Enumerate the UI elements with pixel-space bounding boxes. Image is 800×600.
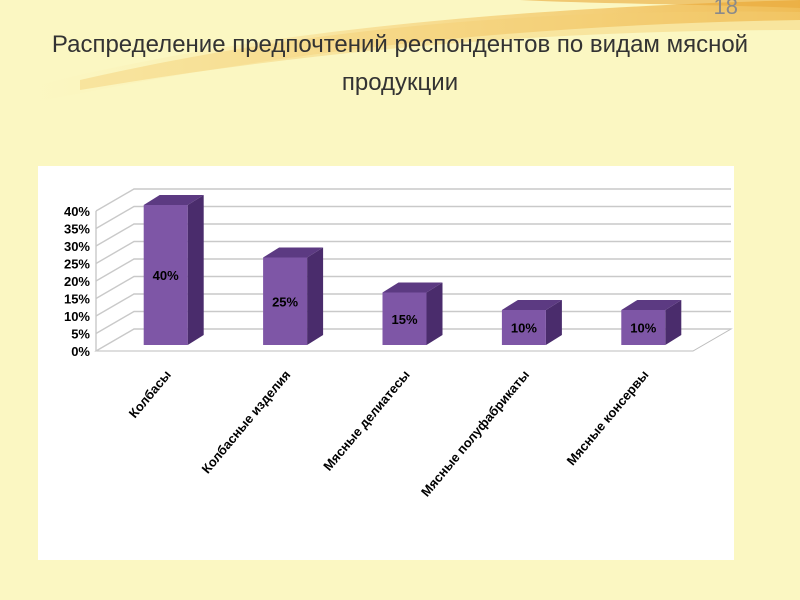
bar: 10% [621, 300, 682, 345]
bar-top [621, 300, 682, 310]
bar: 15% [382, 282, 443, 345]
bar-front [143, 205, 188, 345]
bar-data-label: 10% [630, 321, 656, 336]
y-tick-label: 10% [64, 309, 90, 324]
bar-top [382, 282, 443, 293]
x-axis: Колбасы Колбасные изделия Мясные делиатесы… [126, 367, 652, 499]
slide-number: 18 [713, 0, 738, 19]
bar-data-label: 10% [511, 321, 537, 336]
bar: 25% [263, 247, 324, 345]
y-axis: 0% 5% 10% 15% 20% 25% 30% 35% 40% [64, 204, 90, 359]
y-tick-label: 15% [64, 292, 90, 307]
chart-panel: 0% 5% 10% 15% 20% 25% 30% 35% 40% 40% 25% 15% 10% 10… [38, 166, 734, 560]
y-tick-label: 20% [64, 274, 90, 289]
bar-side [665, 300, 682, 345]
gridline [95, 258, 731, 282]
bar: 10% [501, 300, 562, 345]
x-category-label: Мясные полуфабрикаты [418, 367, 532, 499]
bar-side [426, 282, 443, 345]
x-category-label: Мясные консервы [564, 367, 652, 468]
y-tick-label: 5% [71, 327, 90, 342]
x-category-label: Колбасы [126, 367, 174, 420]
gridline [95, 240, 731, 265]
bar-data-label: 25% [272, 294, 298, 309]
bar-front [382, 292, 427, 345]
y-tick-label: 30% [64, 239, 90, 254]
bar-top [143, 195, 204, 205]
bar-front [501, 310, 546, 345]
y-tick-label: 25% [64, 257, 90, 272]
gridline [95, 205, 731, 230]
x-category-label: Колбасные изделия [199, 367, 294, 476]
decorative-swoosh [0, 0, 800, 110]
bar-data-label: 40% [153, 268, 179, 283]
bar-data-label: 15% [391, 312, 417, 327]
gridline [95, 188, 731, 212]
bar-top [263, 247, 324, 258]
chart-bars: 40% 25% 15% 10% 10% [143, 195, 682, 345]
gridline [95, 223, 731, 247]
x-category-label: Мясные делиатесы [320, 367, 413, 473]
bar-side [307, 247, 324, 345]
bar: 40% [143, 195, 204, 345]
bar-front [263, 257, 308, 345]
bar-front [621, 310, 666, 345]
y-tick-label: 35% [64, 222, 90, 237]
page-title: Распределение предпочтений респондентов … [51, 31, 749, 96]
y-tick-label: 0% [71, 344, 90, 359]
bar-chart: 0% 5% 10% 15% 20% 25% 30% 35% 40% 40% 25% 15% 10% 10… [64, 188, 733, 499]
y-tick-label: 40% [64, 204, 90, 219]
bar-side [545, 300, 562, 345]
gridline [95, 293, 731, 317]
bar-top [501, 300, 562, 310]
chart-gridlines [95, 188, 731, 352]
gridline [95, 275, 731, 300]
bar-side [187, 195, 204, 345]
